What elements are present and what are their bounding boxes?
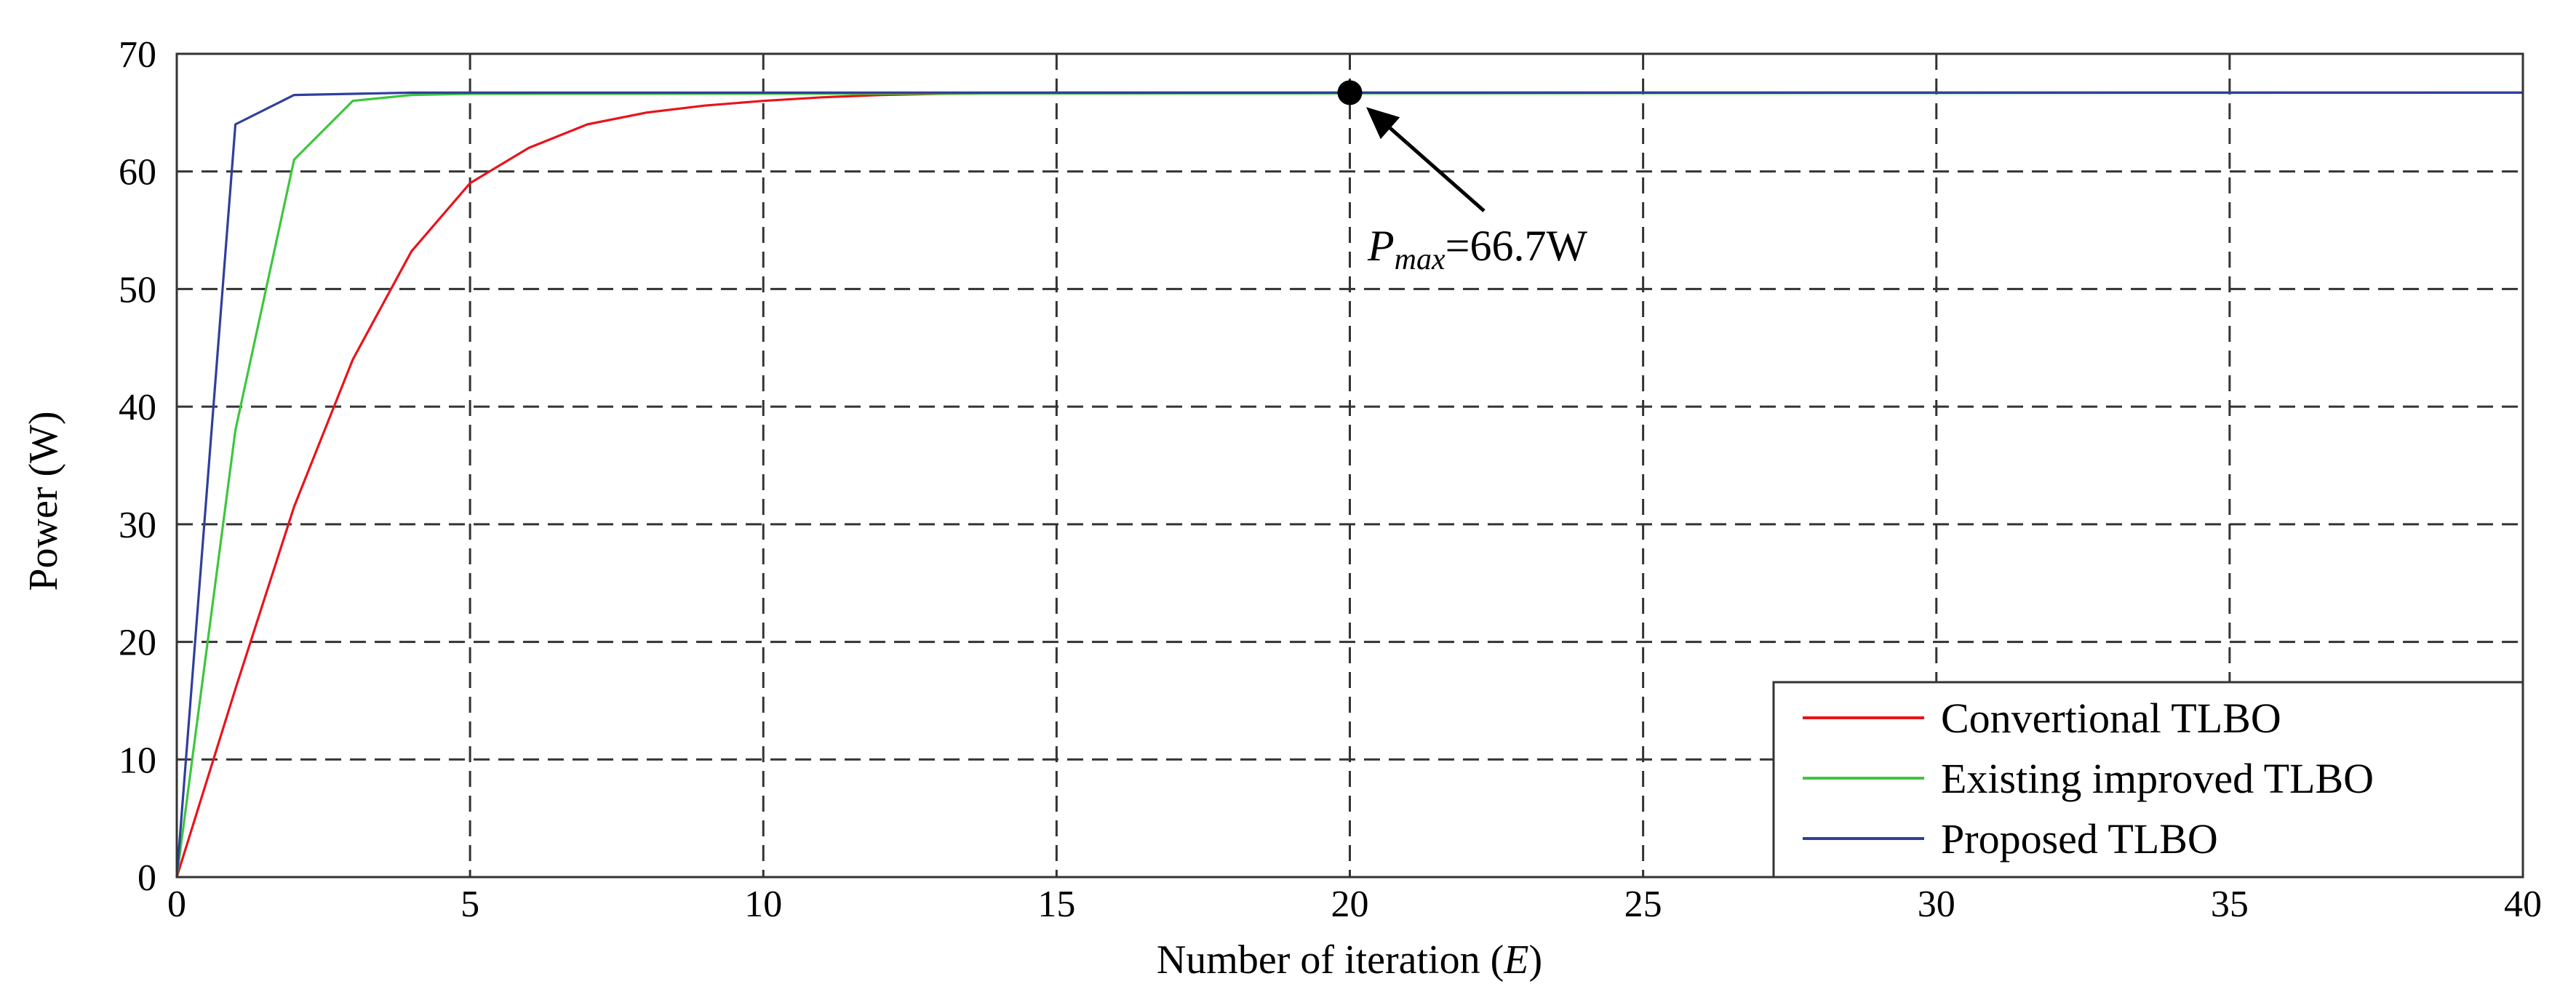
legend-entry-existing: Existing improved TLBO — [1803, 755, 2374, 802]
x-axis-label-suffix: ) — [1528, 937, 1542, 983]
y-tick-label-20: 20 — [119, 623, 156, 664]
series-line-2 — [175, 91, 2523, 878]
annotation: Pmax=66.7W — [1337, 80, 1587, 276]
legend-label-convertional: Convertional TLBO — [1941, 695, 2281, 742]
y-tick-label-40: 40 — [119, 387, 156, 428]
x-axis-label: Number of iteration (E) — [1157, 937, 1542, 983]
pmax-label-symbol: P — [1367, 222, 1395, 270]
x-tick-label-0: 0 — [167, 884, 186, 925]
legend-label-existing: Existing improved TLBO — [1941, 755, 2374, 802]
pmax-arrow-line — [1389, 127, 1486, 212]
x-tick-label-5: 5 — [460, 884, 479, 925]
y-tick-labels: 0 10 20 30 40 50 60 70 — [119, 34, 156, 899]
y-tick-label-0: 0 — [137, 857, 156, 899]
legend-entry-convertional: Convertional TLBO — [1803, 695, 2281, 742]
legend: Convertional TLBO Existing improved TLBO… — [1772, 681, 2524, 879]
x-tick-label-20: 20 — [1331, 884, 1369, 925]
pmax-label: Pmax=66.7W — [1367, 222, 1587, 276]
pmax-arrow-head — [1366, 107, 1400, 140]
x-tick-label-15: 15 — [1037, 884, 1075, 925]
x-axis-label-prefix: Number of iteration ( — [1157, 937, 1504, 983]
y-tick-label-50: 50 — [119, 269, 156, 311]
legend-label-proposed: Proposed TLBO — [1941, 815, 2218, 863]
y-axis-label: Power (W) — [21, 411, 66, 591]
x-tick-labels: 0 5 10 15 20 25 30 35 40 — [167, 884, 2542, 925]
x-tick-label-10: 10 — [744, 884, 782, 925]
legend-entry-proposed: Proposed TLBO — [1803, 815, 2218, 863]
x-tick-label-35: 35 — [2211, 884, 2249, 925]
y-tick-label-10: 10 — [119, 740, 156, 781]
y-tick-label-70: 70 — [119, 34, 156, 76]
x-tick-label-30: 30 — [1918, 884, 1955, 925]
series-line-1 — [175, 91, 2524, 878]
series-lines — [175, 91, 2524, 878]
pmax-marker — [1337, 80, 1363, 105]
y-tick-label-60: 60 — [119, 152, 156, 193]
x-tick-label-40: 40 — [2504, 884, 2542, 925]
y-tick-label-30: 30 — [119, 505, 156, 546]
plot-area-frame — [175, 52, 2524, 879]
pmax-label-subscript: max — [1395, 243, 1445, 276]
pmax-label-value: =66.7W — [1445, 222, 1588, 270]
x-axis-label-var: E — [1503, 937, 1528, 983]
x-tick-label-25: 25 — [1624, 884, 1662, 925]
